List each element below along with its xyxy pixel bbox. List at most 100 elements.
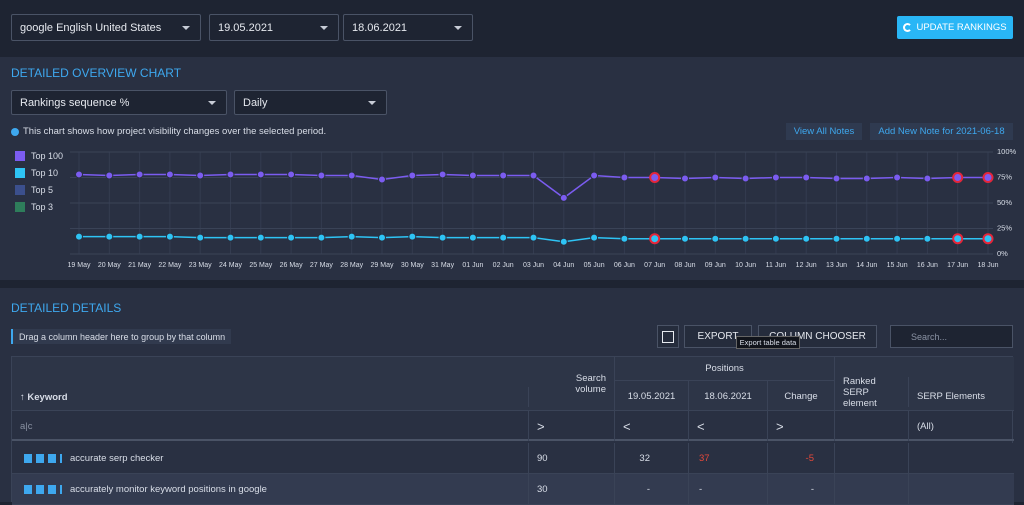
ranked-header[interactable]: Ranked SERP element: [835, 376, 909, 409]
search-box[interactable]: Search...: [890, 325, 1013, 348]
date1-filter[interactable]: <: [615, 411, 689, 441]
change-filter[interactable]: >: [768, 411, 835, 441]
point: [226, 170, 235, 179]
legend-label: Top 5: [31, 185, 53, 195]
start-date[interactable]: 19.05.2021: [209, 14, 339, 41]
volume-cell: 30: [529, 474, 615, 505]
row-icons[interactable]: [24, 485, 62, 494]
refresh-icon: [903, 23, 913, 32]
x-tick-label: 09 Jun: [705, 262, 726, 269]
keyword-header[interactable]: ↑ Keyword: [12, 387, 529, 407]
date1-header[interactable]: 19.05.2021: [615, 381, 689, 411]
x-tick-label: 07 Jun: [644, 262, 665, 269]
point: [620, 234, 629, 243]
change-cell: -: [768, 474, 835, 505]
column-chooser-text: COLUMN CHOOSER: [769, 331, 866, 342]
x-tick-label: 21 May: [128, 262, 151, 269]
x-tick-label: 01 Jun: [462, 262, 483, 269]
overview-title: DETAILED OVERVIEW CHART: [11, 66, 182, 80]
noted-point: [982, 172, 994, 183]
point: [438, 170, 447, 179]
point: [75, 232, 83, 241]
x-tick-label: 02 Jun: [493, 262, 514, 269]
serp-cell: [909, 474, 1014, 505]
grid-button[interactable]: [657, 325, 679, 348]
point: [165, 170, 174, 179]
legend-swatch: [15, 168, 25, 178]
point: [590, 171, 599, 180]
x-tick-label: 28 May: [340, 262, 363, 269]
date2-filter[interactable]: <: [689, 411, 768, 441]
point: [832, 174, 841, 183]
table: ↑ Keyword Search volume Positions 19.05.…: [11, 356, 1014, 505]
start-date-text: 19.05.2021: [218, 21, 274, 34]
keyword-cell[interactable]: accurately monitor keyword positions in …: [12, 474, 529, 505]
legend-swatch: [15, 185, 25, 195]
point: [287, 170, 296, 179]
point: [681, 234, 689, 243]
serp-header[interactable]: SERP Elements: [917, 390, 985, 402]
y-tick-label: 100%: [997, 147, 1017, 156]
legend-label: Top 3: [31, 202, 53, 212]
search-text: Search...: [911, 331, 948, 342]
point: [499, 171, 508, 180]
export-button[interactable]: EXPORT: [684, 325, 752, 348]
change-header[interactable]: Change: [768, 381, 835, 411]
point: [529, 171, 538, 180]
chart: Top 100 Top 10 Top 5 Top 3 0% 25% 50% 75% 100% 19…: [15, 147, 1017, 269]
point: [741, 174, 750, 183]
volume-header[interactable]: Search volume: [529, 357, 615, 411]
point: [378, 233, 386, 242]
date2-header[interactable]: 18.06.2021: [689, 381, 768, 411]
point: [741, 234, 750, 243]
point: [590, 233, 599, 242]
point: [105, 232, 114, 241]
point: [256, 170, 265, 179]
x-tick-label: 18 Jun: [977, 262, 998, 269]
x-tick-label: 16 Jun: [917, 262, 938, 269]
point: [893, 234, 902, 243]
row-icons[interactable]: [24, 454, 62, 463]
point: [347, 171, 356, 180]
volume-filter[interactable]: >: [529, 411, 615, 441]
interval-text: Daily: [243, 96, 268, 109]
x-tick-label: 05 Jun: [584, 262, 605, 269]
pos2-cell: 37: [689, 443, 768, 474]
legend-swatch: [15, 151, 25, 161]
serp-filter[interactable]: (All): [917, 420, 934, 432]
row: [12, 443, 1014, 474]
x-tick-label: 11 Jun: [766, 262, 787, 269]
ranked-filter: [835, 411, 909, 441]
point: [559, 193, 568, 202]
engine-select[interactable]: google English United States: [11, 14, 201, 41]
point: [165, 232, 174, 241]
interval-select[interactable]: Daily: [234, 90, 387, 115]
ranked-cell: [835, 474, 909, 505]
x-tick-label: 19 May: [68, 262, 91, 269]
point: [317, 233, 326, 242]
x-tick-label: 30 May: [401, 262, 424, 269]
view-notes[interactable]: View All Notes: [786, 123, 862, 140]
export-text: EXPORT: [697, 331, 739, 342]
point: [711, 234, 720, 243]
pos1-cell: 32: [615, 443, 689, 474]
point: [287, 233, 296, 242]
grid-icon: [662, 330, 674, 343]
volume-cell: 90: [529, 443, 615, 474]
point: [923, 234, 932, 243]
keyword-cell[interactable]: accurate serp checker: [12, 443, 529, 474]
point: [256, 233, 265, 242]
noted-point: [982, 233, 994, 245]
add-note[interactable]: Add New Note for 2021-06-18: [870, 123, 1013, 140]
keyword-header-text: Keyword: [27, 391, 68, 403]
keyword-filter[interactable]: a|c: [12, 411, 529, 441]
x-tick-label: 03 Jun: [523, 262, 544, 269]
metric-text: Rankings sequence %: [20, 96, 130, 109]
point: [923, 174, 932, 183]
metric-select[interactable]: Rankings sequence %: [11, 90, 227, 115]
legend-swatch: [15, 202, 25, 212]
end-date[interactable]: 18.06.2021: [343, 14, 473, 41]
point: [711, 173, 720, 182]
update-button[interactable]: UPDATE RANKINGS: [897, 16, 1013, 39]
x-tick-label: 08 Jun: [674, 262, 695, 269]
